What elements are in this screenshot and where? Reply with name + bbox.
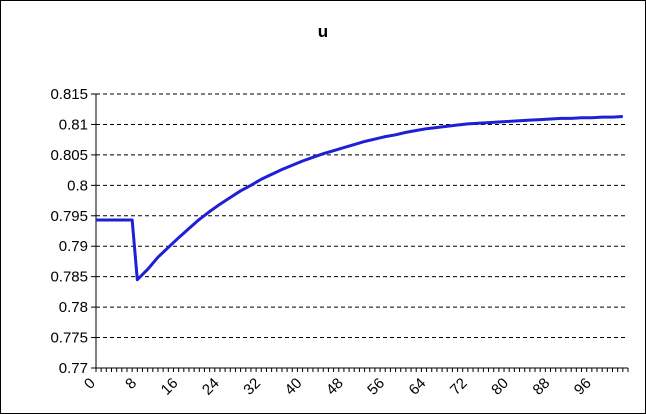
- x-tick-label: 56: [364, 375, 388, 399]
- y-tick-label: 0.8: [67, 177, 88, 194]
- x-tick-label: 40: [282, 375, 306, 399]
- x-tick-label: 24: [199, 375, 223, 399]
- y-tick-label: 0.77: [59, 360, 88, 377]
- series-group: [96, 115, 623, 282]
- series-line-0: [96, 115, 623, 282]
- y-tick-label: 0.815: [50, 86, 88, 103]
- x-tick-label: 48: [323, 375, 347, 399]
- y-tick-label: 0.79: [59, 238, 88, 255]
- x-axis-ticks: 0 8 16 24 32 40 48 56 64 72 80 88 96: [81, 368, 629, 399]
- y-tick-label: 0.805: [50, 147, 88, 164]
- x-tick-label: 16: [158, 375, 182, 399]
- gridlines: [96, 93, 628, 339]
- x-tick-label: 96: [571, 375, 595, 399]
- chart-title: u: [318, 22, 328, 41]
- y-tick-label: 0.775: [50, 330, 88, 347]
- y-tick-label: 0.81: [59, 116, 88, 133]
- x-tick-label: 8: [122, 375, 140, 393]
- y-tick-label: 0.795: [50, 208, 88, 225]
- x-tick-label: 32: [240, 375, 264, 399]
- x-tick-label: 80: [488, 375, 512, 399]
- x-tick-label: 88: [530, 375, 554, 399]
- y-tick-label: 0.78: [59, 299, 88, 316]
- y-axis-ticks: 0.77 0.775 0.78 0.785 0.79 0.795 0.8 0.805 0.81 0…: [50, 86, 96, 377]
- x-tick-label: 0: [81, 375, 99, 393]
- axes: [95, 94, 628, 369]
- x-tick-label: 64: [406, 375, 430, 399]
- y-tick-label: 0.785: [50, 269, 88, 286]
- x-tick-label: 72: [447, 375, 471, 399]
